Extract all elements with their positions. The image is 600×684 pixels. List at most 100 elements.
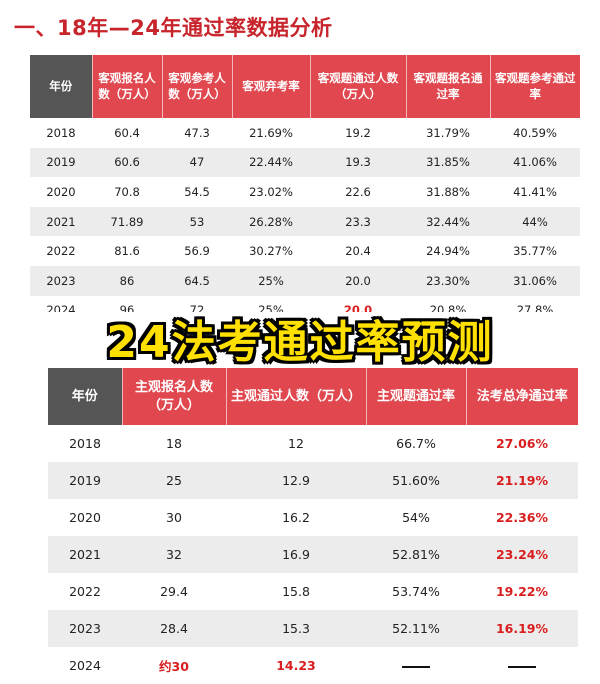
cell-year: 2021 xyxy=(30,206,92,237)
cell: 51.60% xyxy=(366,462,466,499)
cell-year: 2024 xyxy=(69,658,101,673)
banner-background xyxy=(0,312,600,368)
cell: 52.81% xyxy=(366,536,466,573)
cell-highlight: 23.24% xyxy=(466,536,578,573)
cell: 18 xyxy=(166,436,182,451)
cell-year: 2019 xyxy=(48,462,122,499)
cell: 54.5 xyxy=(184,184,210,199)
header-subjective-registrants: 主观报名人数（万人） xyxy=(121,368,226,425)
header-subjective-passers: 主观通过人数（万人） xyxy=(225,368,366,425)
cell: 30 xyxy=(166,510,182,525)
cell: 23.02% xyxy=(249,184,293,199)
header-objective-taker-pass-rate: 客观题参考通过率 xyxy=(489,55,580,118)
cell: 29.4 xyxy=(160,584,188,599)
cell: 81.6 xyxy=(114,244,140,259)
cell: 31.88% xyxy=(426,184,470,199)
cell: 54% xyxy=(402,510,430,525)
objective-exam-table: 年份 客观报名人数（万人） 客观参考人数（万人） 客观弃考率 客观题通过人数（万… xyxy=(30,55,580,325)
cell-highlight: 21.19% xyxy=(466,462,578,499)
header-overall-net-pass-rate: 法考总净通过率 xyxy=(465,368,578,425)
table-row: 2020 70.8 54.5 23.02% 22.6 31.88% 41.41% xyxy=(30,177,580,207)
table-row: 2020 30 16.2 54% 22.36% xyxy=(48,499,578,536)
cell: 56.9 xyxy=(184,244,210,259)
cell: 35.77% xyxy=(513,244,557,259)
cell: 41.06% xyxy=(490,147,580,178)
cell: 60.6 xyxy=(92,147,162,178)
cell-dash xyxy=(466,647,578,684)
cell: 12.9 xyxy=(226,462,366,499)
cell-highlight: 14.23 xyxy=(276,658,316,673)
cell: 26.28% xyxy=(232,206,310,237)
cell-year: 2023 xyxy=(30,265,92,296)
subjective-exam-table: 年份 主观报名人数（万人） 主观通过人数（万人） 主观题通过率 法考总净通过率 … xyxy=(48,368,578,684)
table-row: 2018 60.4 47.3 21.69% 19.2 31.79% 40.59% xyxy=(30,118,580,148)
cell: 32 xyxy=(122,536,226,573)
table-row: 2021 71.89 53 26.28% 23.3 32.44% 44% xyxy=(30,206,580,237)
section-heading: 一、18年—24年通过率数据分析 xyxy=(14,16,333,40)
header-objective-passers: 客观题通过人数（万人） xyxy=(309,55,406,118)
cell-highlight: 22.36% xyxy=(495,510,549,525)
table-row: 2023 28.4 15.3 52.11% 16.19% xyxy=(48,610,578,647)
cell: 40.59% xyxy=(513,125,557,140)
cell: 31.85% xyxy=(406,147,490,178)
header-objective-registrants: 客观报名人数（万人） xyxy=(91,55,162,118)
cell: 31.06% xyxy=(490,265,580,296)
cell-year: 2020 xyxy=(69,510,101,525)
table-header-row: 年份 主观报名人数（万人） 主观通过人数（万人） 主观题通过率 法考总净通过率 xyxy=(48,368,578,425)
cell-year: 2019 xyxy=(30,147,92,178)
header-year: 年份 xyxy=(30,55,92,118)
table-row: 2022 29.4 15.8 53.74% 19.22% xyxy=(48,573,578,610)
header-year: 年份 xyxy=(48,368,122,425)
cell-year: 2018 xyxy=(46,125,76,140)
cell: 25% xyxy=(232,265,310,296)
cell-highlight: 27.06% xyxy=(495,436,549,451)
cell-highlight: 16.19% xyxy=(466,610,578,647)
cell-year: 2018 xyxy=(69,436,101,451)
cell-highlight: 19.22% xyxy=(495,584,549,599)
cell: 22.44% xyxy=(232,147,310,178)
header-objective-takers: 客观参考人数（万人） xyxy=(161,55,232,118)
cell: 16.2 xyxy=(282,510,310,525)
cell: 64.5 xyxy=(162,265,232,296)
cell: 15.3 xyxy=(226,610,366,647)
cell-dash xyxy=(366,647,466,684)
cell: 53 xyxy=(162,206,232,237)
cell: 71.89 xyxy=(92,206,162,237)
table-row: 2018 18 12 66.7% 27.06% xyxy=(48,425,578,462)
cell: 25 xyxy=(122,462,226,499)
cell: 22.6 xyxy=(345,184,371,199)
cell: 21.69% xyxy=(249,125,293,140)
cell-year: 2021 xyxy=(48,536,122,573)
cell: 20.4 xyxy=(345,244,371,259)
cell: 47.3 xyxy=(184,125,210,140)
cell-year: 2023 xyxy=(48,610,122,647)
cell-highlight: 约30 xyxy=(159,659,189,674)
cell: 53.74% xyxy=(392,584,440,599)
cell: 19.2 xyxy=(345,125,371,140)
cell: 32.44% xyxy=(406,206,490,237)
table-row: 2023 86 64.5 25% 20.0 23.30% 31.06% xyxy=(30,265,580,296)
prediction-banner: 24法考通过率预测 xyxy=(106,317,494,368)
dash-mark xyxy=(402,665,430,668)
cell-year: 2022 xyxy=(69,584,101,599)
cell: 66.7% xyxy=(396,436,436,451)
cell-year: 2022 xyxy=(46,244,76,259)
header-subjective-pass-rate: 主观题通过率 xyxy=(365,368,466,425)
cell: 20.0 xyxy=(310,265,406,296)
table-row: 2019 25 12.9 51.60% 21.19% xyxy=(48,462,578,499)
cell: 47 xyxy=(162,147,232,178)
cell: 24.94% xyxy=(426,244,470,259)
cell: 28.4 xyxy=(122,610,226,647)
cell: 12 xyxy=(288,436,304,451)
cell: 30.27% xyxy=(249,244,293,259)
table-header-row: 年份 客观报名人数（万人） 客观参考人数（万人） 客观弃考率 客观题通过人数（万… xyxy=(30,55,580,118)
cell: 15.8 xyxy=(282,584,310,599)
cell: 70.8 xyxy=(114,184,140,199)
header-objective-registration-pass-rate: 客观题报名通过率 xyxy=(405,55,490,118)
cell: 52.11% xyxy=(366,610,466,647)
header-objective-absence-rate: 客观弃考率 xyxy=(231,55,310,118)
table-row: 2019 60.6 47 22.44% 19.3 31.85% 41.06% xyxy=(30,147,580,178)
table-row: 2021 32 16.9 52.81% 23.24% xyxy=(48,536,578,573)
cell: 86 xyxy=(92,265,162,296)
cell: 44% xyxy=(490,206,580,237)
